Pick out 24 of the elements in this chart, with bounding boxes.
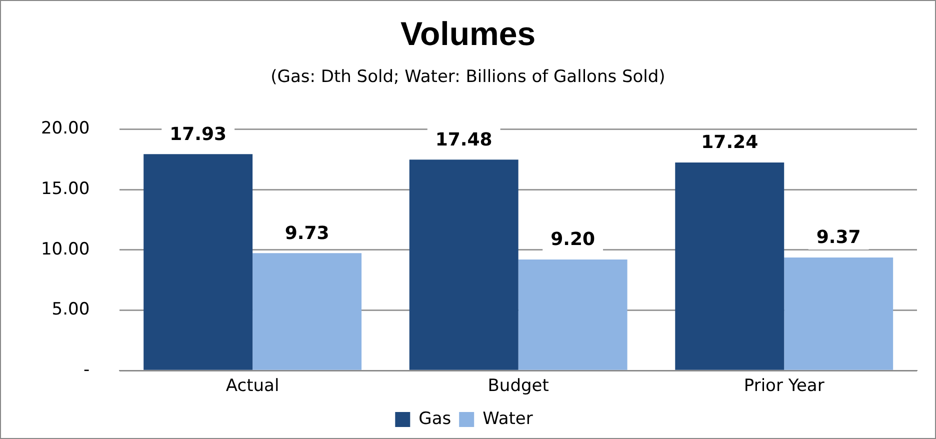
bar: [144, 154, 253, 370]
x-tick-label: Actual: [226, 376, 280, 396]
data-label: 17.48: [435, 129, 492, 150]
bar: [518, 260, 628, 370]
y-tick-label: 10.00: [40, 239, 90, 260]
x-tick-label: Prior Year: [744, 376, 824, 396]
y-tick-label: 20.00: [40, 118, 90, 139]
chart-title: Volumes: [399, 15, 537, 53]
legend-label: Water: [482, 408, 533, 429]
x-tick-label: Budget: [488, 376, 550, 396]
y-tick-label: -: [84, 360, 90, 380]
y-tick-label: 15.00: [40, 178, 90, 199]
data-label: 17.93: [170, 124, 227, 145]
chart-subtitle: (Gas: Dth Sold; Water: Billions of Gallons Sold): [270, 67, 666, 87]
legend-label: Gas: [418, 408, 452, 429]
data-label: 9.20: [550, 229, 596, 250]
y-tick-label: 5.00: [52, 300, 90, 320]
data-label: 9.37: [816, 227, 861, 248]
bar: [409, 160, 518, 370]
data-label: 17.24: [701, 132, 758, 154]
bar: [784, 258, 894, 370]
bar: [252, 253, 362, 370]
data-label: 9.73: [284, 222, 330, 244]
bar: [675, 162, 784, 370]
